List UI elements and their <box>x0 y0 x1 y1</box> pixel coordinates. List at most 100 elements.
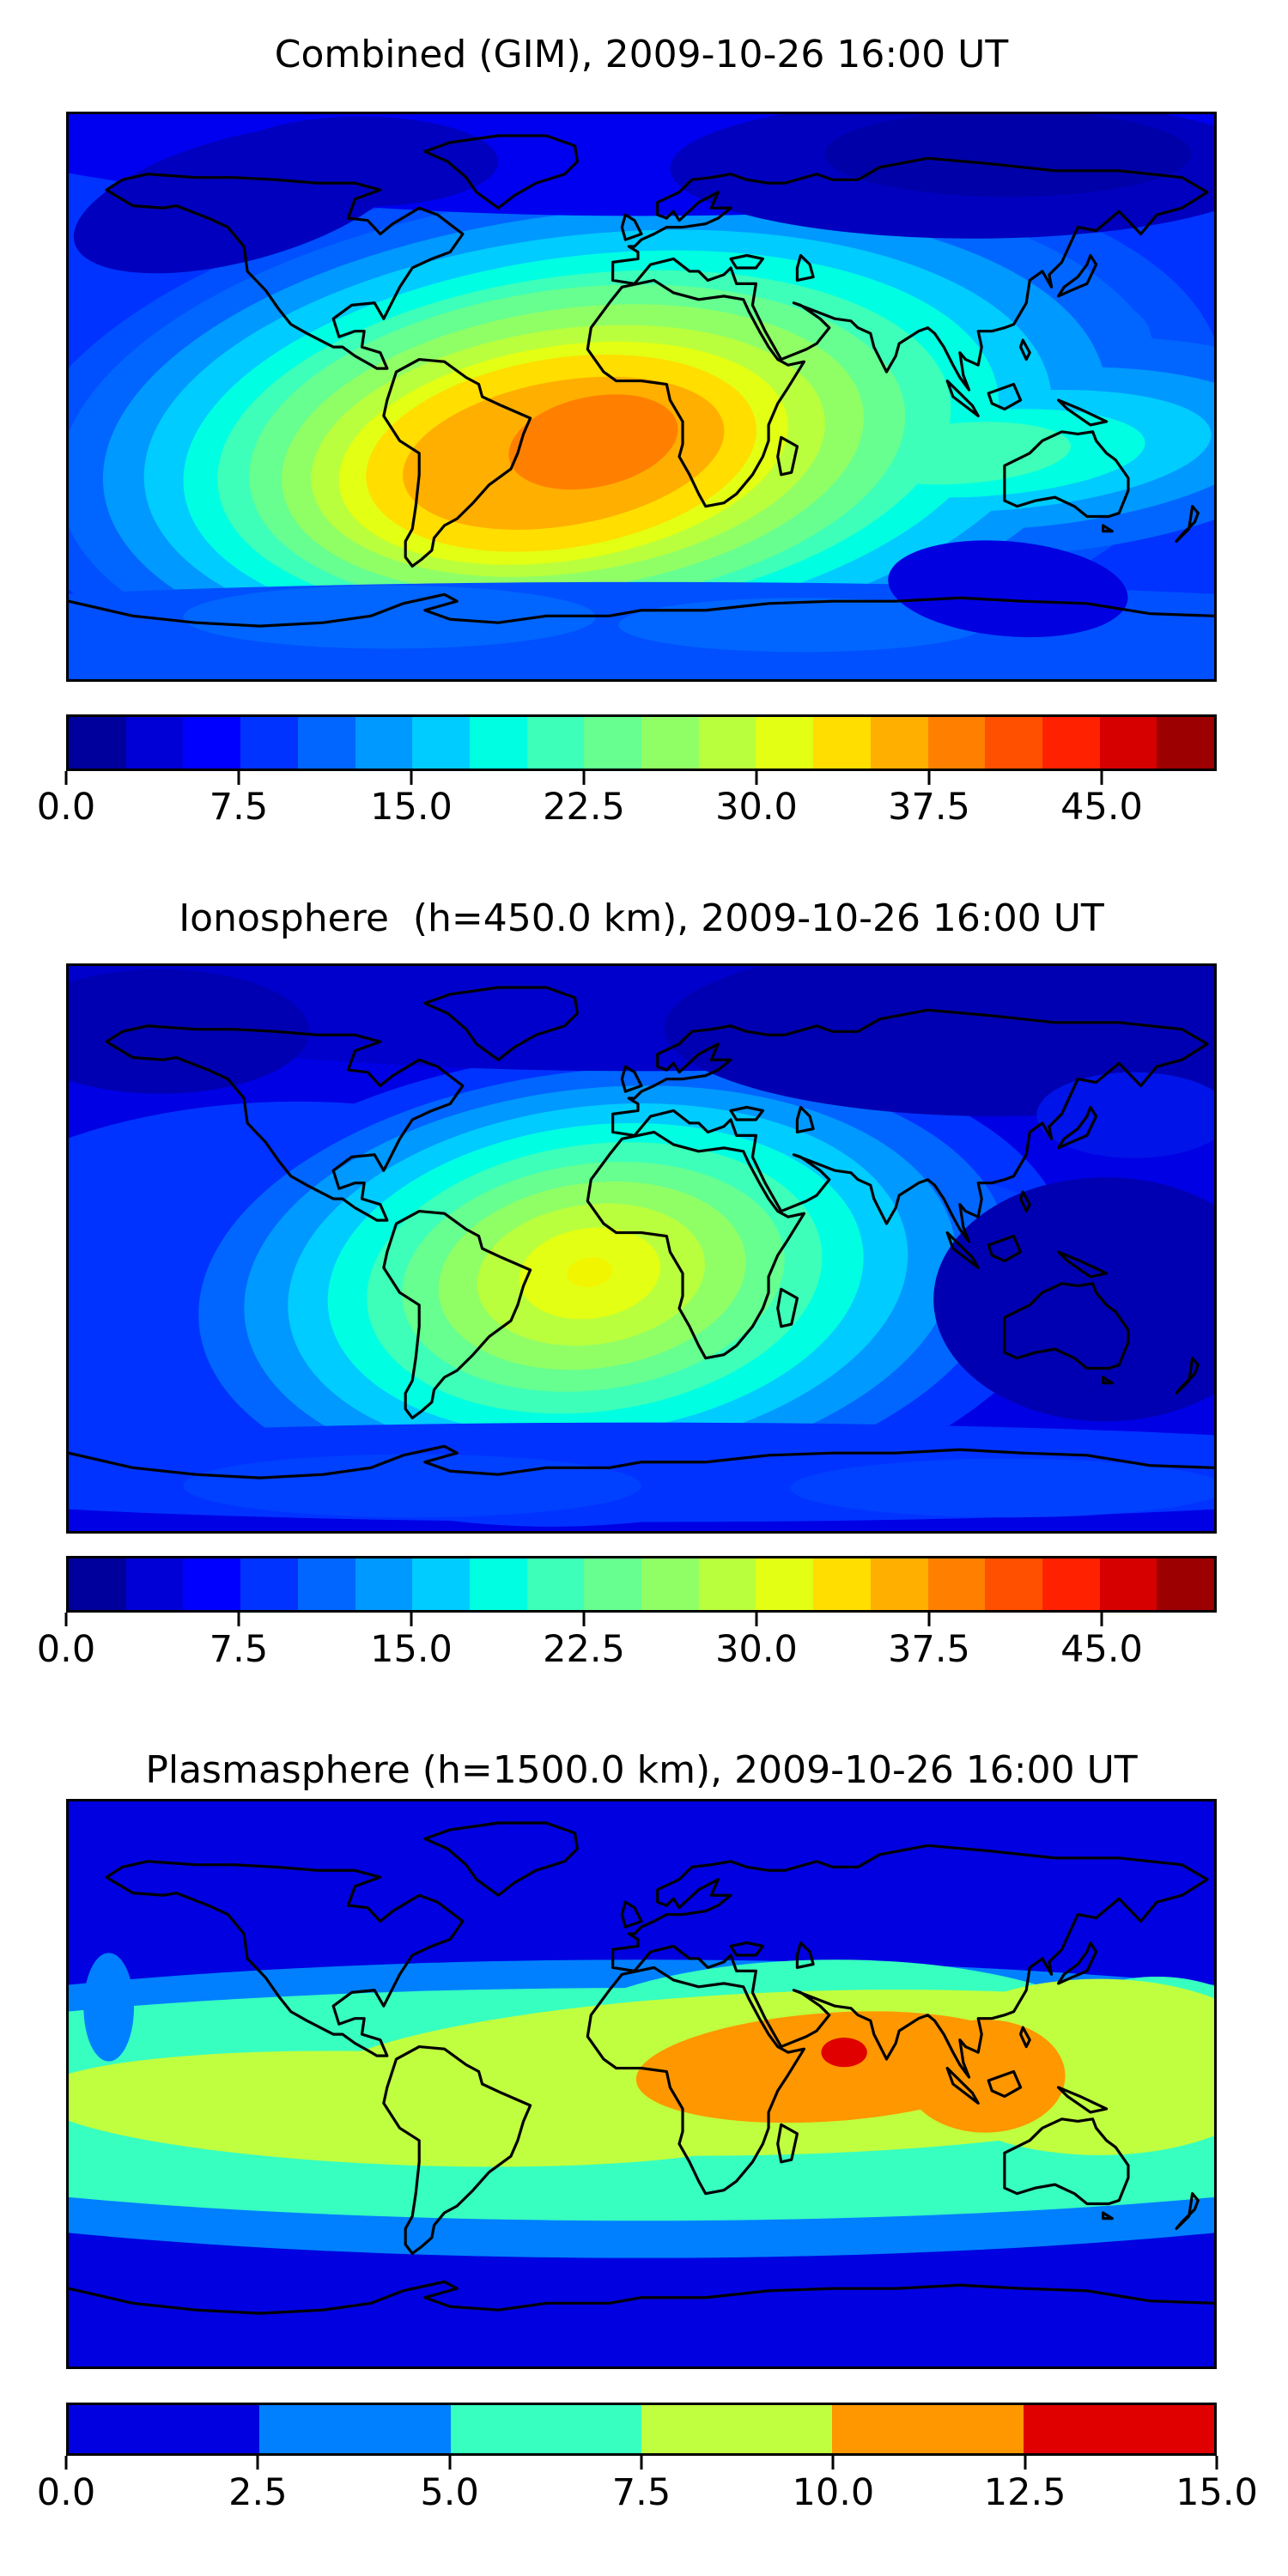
colorbar-segment <box>450 2405 641 2453</box>
colorbar-segment <box>125 1558 184 1610</box>
tick-label: 15.0 <box>370 1628 453 1671</box>
tick-label: 45.0 <box>1060 786 1143 829</box>
colorbar-segment <box>756 717 814 769</box>
tick-label: 22.5 <box>543 1628 625 1671</box>
contour-blob <box>821 2038 867 2068</box>
colorbar-segment <box>240 717 298 769</box>
tick-label: 37.5 <box>888 1628 970 1671</box>
contour-blobs <box>69 1953 1214 2258</box>
contour-blob <box>888 540 1128 638</box>
tick-label: 15.0 <box>370 786 453 829</box>
colorbar-segment <box>125 717 184 769</box>
colorbar-ticks <box>64 2456 1218 2470</box>
tick-label: 0.0 <box>36 786 96 829</box>
tick-mark <box>831 2456 835 2470</box>
tick-label: 22.5 <box>543 786 625 829</box>
colorbar-segment <box>1042 717 1100 769</box>
colorbar-segment <box>355 1558 413 1610</box>
colorbar-segments <box>69 1558 1215 1610</box>
contour-blob <box>618 598 986 653</box>
tick-mark <box>755 1613 758 1626</box>
tick-label: 7.5 <box>209 1628 269 1671</box>
map-ionosphere <box>66 963 1217 1534</box>
tick-mark <box>582 771 586 785</box>
colorbar-segment <box>641 2405 833 2453</box>
map-combined <box>66 112 1217 682</box>
colorbar-segment <box>641 717 699 769</box>
colorbar-segment <box>1157 717 1215 769</box>
tick-label: 45.0 <box>1060 1628 1143 1671</box>
tick-label: 30.0 <box>715 786 798 829</box>
contour-blob <box>69 2050 791 2167</box>
colorbar-segment <box>412 1558 470 1610</box>
colorbar-segment <box>813 717 871 769</box>
tick-mark <box>448 2456 452 2470</box>
tick-mark <box>1024 2456 1027 2470</box>
colorbar-segment <box>183 1558 241 1610</box>
colorbar-labels: 0.0 2.5 5.0 7.5 10.0 12.5 15.0 <box>37 2471 1258 2519</box>
contour-blob <box>567 1257 613 1287</box>
tick-mark <box>1100 771 1103 785</box>
tick-label: 0.0 <box>36 1628 96 1671</box>
tick-label: 30.0 <box>715 1628 798 1671</box>
colorbar-segment <box>698 717 756 769</box>
contour-blob <box>69 969 310 1094</box>
colorbar-segment <box>1099 717 1157 769</box>
colorbar-segments <box>69 717 1215 769</box>
colorbar-segment <box>69 717 126 769</box>
colorbar-segment <box>584 1558 642 1610</box>
panel-title-ionosphere: Ionosphere (h=450.0 km), 2009-10-26 16:0… <box>179 896 1104 940</box>
contour-blobs <box>69 966 1214 1527</box>
tick-label: 5.0 <box>420 2471 479 2514</box>
colorbar-segment <box>259 2405 451 2453</box>
colorbar-segment <box>1023 2405 1214 2453</box>
map-plasmasphere <box>66 1799 1217 2369</box>
colorbar-labels: 0.0 7.5 15.0 22.5 30.0 37.5 45.0 <box>37 786 1217 834</box>
colorbar-segment <box>526 717 585 769</box>
tick-mark <box>927 1613 931 1626</box>
tick-label: 7.5 <box>209 786 269 829</box>
tick-mark <box>410 771 413 785</box>
contour-blob <box>183 1454 641 1518</box>
colorbar-segment <box>297 717 355 769</box>
colorbar-segment <box>412 717 470 769</box>
colorbar-ionosphere <box>66 1556 1217 1613</box>
colorbar-segment <box>870 1558 928 1610</box>
contour-blobs <box>69 114 1214 679</box>
colorbar-segment <box>469 1558 527 1610</box>
contour-blob <box>83 1953 135 2062</box>
tick-mark <box>640 2456 643 2470</box>
tick-label: 2.5 <box>228 2471 288 2514</box>
colorbar-segment <box>584 717 642 769</box>
contour-blob <box>904 2019 1066 2133</box>
contour-blob <box>508 394 678 490</box>
colorbar-segment <box>297 1558 355 1610</box>
tick-mark <box>410 1613 413 1626</box>
colorbar-segment <box>927 717 986 769</box>
colorbar-segment <box>69 1558 126 1610</box>
tick-label: 12.5 <box>983 2471 1066 2514</box>
tick-mark <box>64 1613 68 1626</box>
tick-mark <box>64 2456 68 2470</box>
colorbar-segment <box>698 1558 756 1610</box>
tick-mark <box>256 2456 259 2470</box>
colorbar-combined <box>66 714 1217 771</box>
colorbar-segment <box>1157 1558 1215 1610</box>
tick-mark <box>1100 1613 1103 1626</box>
colorbar-segment <box>832 2405 1024 2453</box>
tick-mark <box>64 771 68 785</box>
colorbar-segment <box>985 1558 1042 1610</box>
colorbar-segment <box>183 717 241 769</box>
tick-mark <box>927 771 931 785</box>
colorbar-segment <box>1042 1558 1100 1610</box>
colorbar-segment <box>641 1558 699 1610</box>
tick-mark <box>1215 2456 1218 2470</box>
tick-label: 0.0 <box>36 2471 96 2514</box>
colorbar-segment <box>469 717 527 769</box>
panel-title-combined: Combined (GIM), 2009-10-26 16:00 UT <box>274 33 1009 76</box>
colorbar-segment <box>355 717 413 769</box>
colorbar-segment <box>1099 1558 1157 1610</box>
tick-mark <box>237 771 240 785</box>
panel-title-plasmasphere: Plasmasphere (h=1500.0 km), 2009-10-26 1… <box>145 1748 1138 1792</box>
tick-label: 10.0 <box>792 2471 875 2514</box>
